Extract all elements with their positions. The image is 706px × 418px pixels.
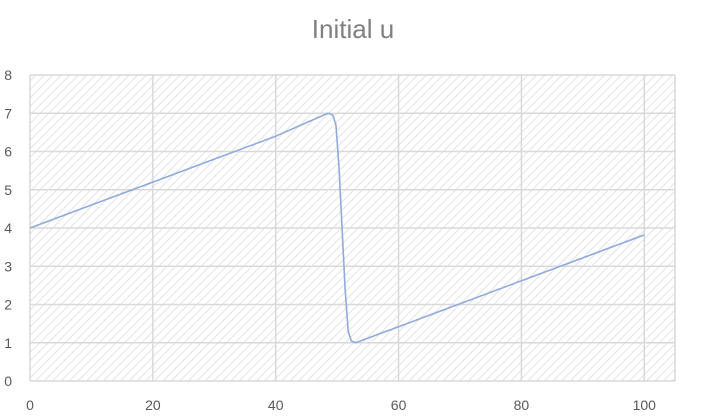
x-tick-label: 0	[26, 397, 34, 413]
y-tick-label: 7	[4, 105, 12, 121]
y-tick-label: 1	[4, 335, 12, 351]
x-tick-label: 60	[391, 397, 407, 413]
x-tick-label: 40	[268, 397, 284, 413]
gridlines	[29, 74, 676, 382]
x-tick-label: 20	[145, 397, 161, 413]
series-layer	[29, 112, 645, 344]
y-tick-label: 8	[4, 67, 12, 83]
x-tick-label: 80	[514, 397, 530, 413]
y-tick-label: 0	[4, 373, 12, 389]
chart-title: Initial u	[311, 14, 395, 44]
y-tick-label: 4	[4, 220, 12, 236]
y-tick-label: 6	[4, 144, 12, 160]
series-line	[29, 112, 645, 344]
x-tick-label: 100	[633, 397, 657, 413]
y-tick-label: 3	[4, 258, 12, 274]
y-tick-label: 2	[4, 297, 12, 313]
y-tick-label: 5	[4, 182, 12, 198]
